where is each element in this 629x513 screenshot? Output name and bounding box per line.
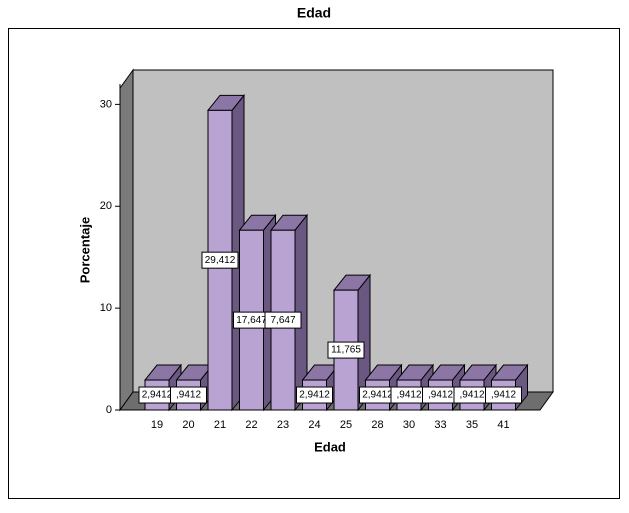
x-tick-label: 41 [497, 419, 509, 431]
x-tick-label: 33 [434, 419, 446, 431]
chart-frame [8, 28, 620, 499]
x-axis-title: Edad [314, 439, 346, 454]
value-label: ,9412 [176, 390, 201, 401]
x-tick-label: 20 [182, 419, 194, 431]
value-label-box [264, 311, 302, 329]
value-label: 7,647 [270, 315, 295, 326]
y-tick-label: 0 [106, 404, 112, 416]
value-label-box [296, 386, 333, 404]
value-label: 17,647 [236, 315, 267, 326]
y-tick-label: 10 [100, 302, 112, 314]
y-axis-title: Porcentaje [77, 217, 92, 283]
x-tick-label: 25 [340, 419, 352, 431]
value-label: ,9412 [428, 390, 453, 401]
value-label-box [170, 386, 207, 404]
value-label: ,9412 [459, 390, 484, 401]
side-wall [119, 68, 134, 412]
x-tick-label: 30 [403, 419, 415, 431]
x-tick-label: 23 [277, 419, 289, 431]
value-label: ,9412 [491, 390, 516, 401]
y-tick-label: 30 [100, 98, 112, 110]
value-label-box [327, 341, 365, 359]
x-tick-label: 24 [308, 419, 320, 431]
value-label: 2,9412 [142, 390, 173, 401]
x-tick-label: 28 [371, 419, 383, 431]
value-label: ,9412 [396, 390, 421, 401]
chart-title: Edad [297, 5, 331, 21]
value-label: 11,765 [331, 345, 361, 356]
value-label-box [201, 251, 239, 269]
value-label: 2,9412 [299, 390, 330, 401]
y-tick-label: 20 [100, 200, 112, 212]
x-tick-label: 22 [245, 419, 257, 431]
value-label: 29,412 [205, 255, 236, 266]
value-label-box [485, 386, 522, 404]
x-tick-label: 35 [466, 419, 478, 431]
x-tick-label: 19 [151, 419, 163, 431]
value-label: 2,9412 [362, 390, 393, 401]
x-tick-label: 21 [214, 419, 226, 431]
